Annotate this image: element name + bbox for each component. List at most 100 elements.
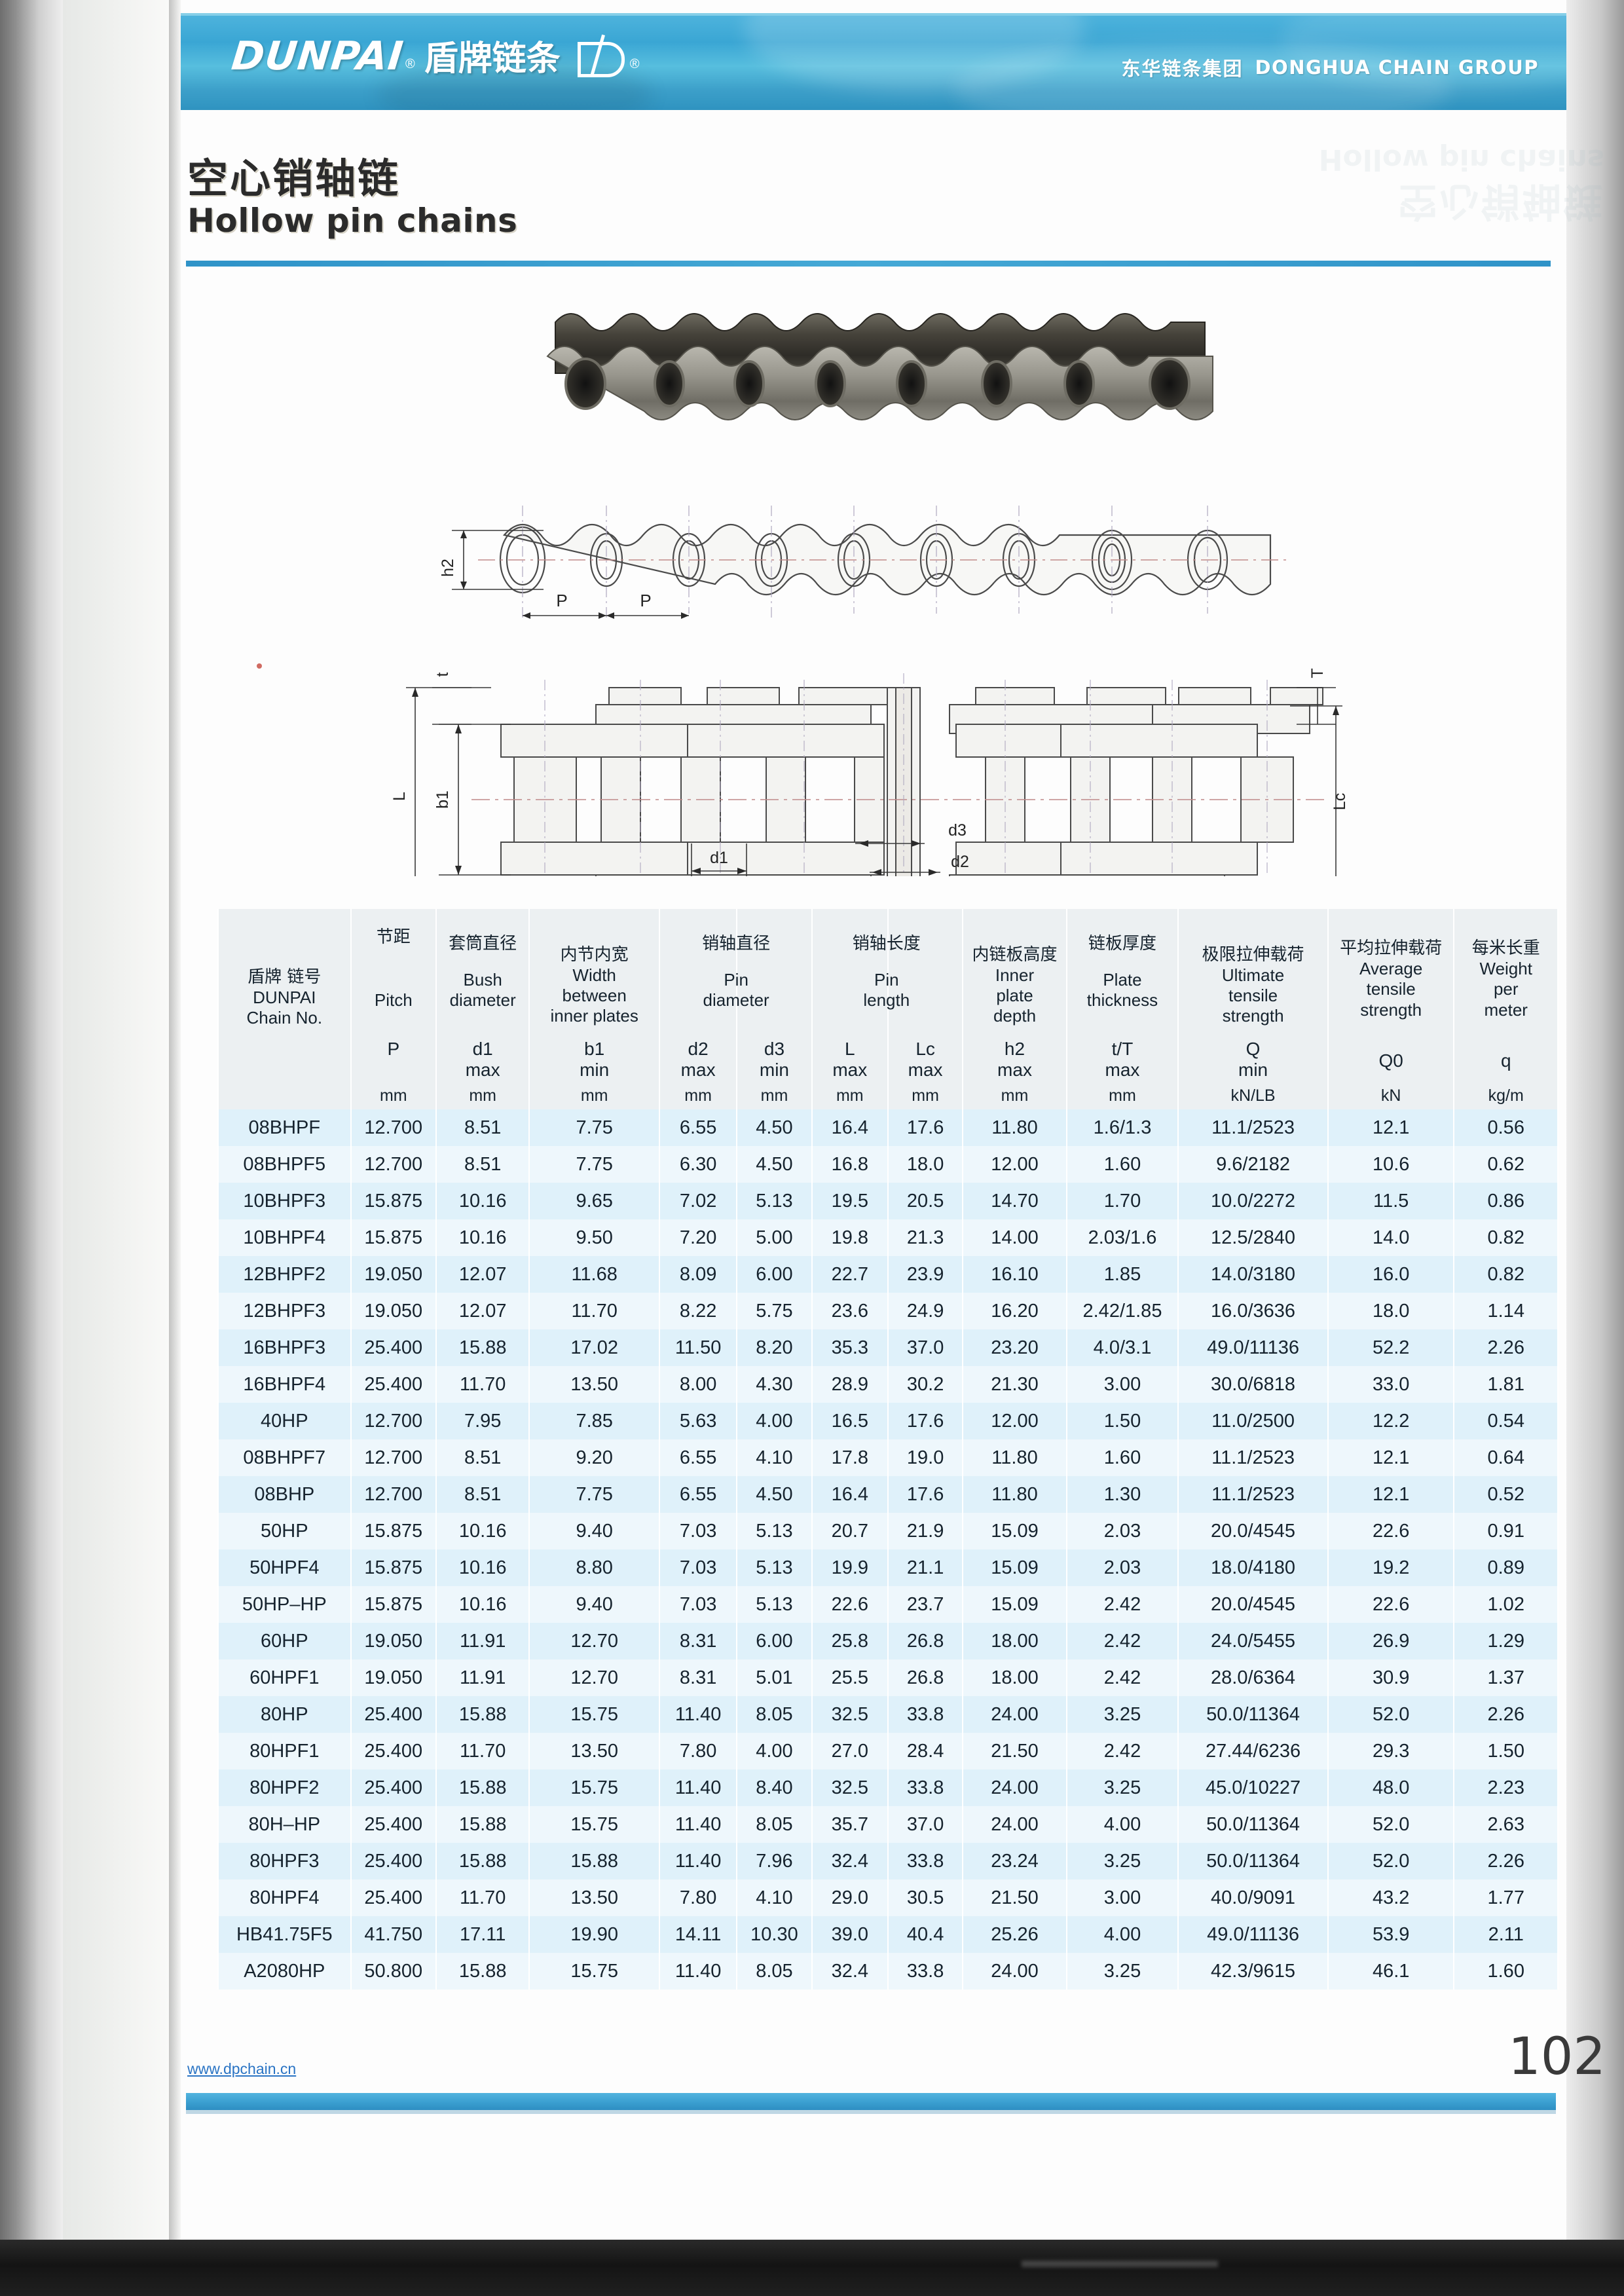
cell-L_max: 35.3 xyxy=(811,1329,889,1366)
cell-tT_max: 1.50 xyxy=(1065,1403,1179,1439)
cell-Q0: 33.0 xyxy=(1327,1366,1455,1403)
cell-d2_max: 14.11 xyxy=(658,1916,738,1953)
cell-d2_max: 6.30 xyxy=(658,1146,738,1183)
col-head-chain-no: 盾牌 链号 DUNPAI Chain No. xyxy=(217,909,352,1109)
cell-L_max: 19.5 xyxy=(811,1183,889,1219)
table-header: 盾牌 链号 DUNPAI Chain No. 节距 Pitch P max m xyxy=(217,909,1559,1109)
cell-P: 25.400 xyxy=(350,1329,437,1366)
cell-q: 1.81 xyxy=(1453,1366,1559,1403)
col-head-inner-width-cn: 内节内宽 xyxy=(560,945,629,965)
cell-d1_max: 15.88 xyxy=(435,1696,530,1733)
cell-chain_no: 80H–HP xyxy=(217,1806,352,1843)
col-head-bush-dia-en1: Bush xyxy=(463,970,502,990)
cell-Q_min: 18.0/4180 xyxy=(1177,1549,1329,1586)
cell-d3_min: 8.05 xyxy=(736,1806,813,1843)
page-header-banner: DUNPAI ® 盾牌链条 ® 东华链条集团 DONGHUA CHAIN GRO… xyxy=(181,13,1566,110)
cell-L_max: 35.7 xyxy=(811,1806,889,1843)
cell-tT_max: 2.42 xyxy=(1065,1623,1179,1659)
cell-b1_min: 7.85 xyxy=(528,1403,660,1439)
col-head-weight-unit: kg/m xyxy=(1488,1086,1524,1105)
col-head-bush-dia: 套筒直径 Bush diameter d1 max mm xyxy=(435,909,530,1109)
cell-chain_no: A2080HP xyxy=(217,1953,352,1990)
cell-Q_min: 14.0/3180 xyxy=(1177,1256,1329,1293)
cell-d3_min: 10.30 xyxy=(736,1916,813,1953)
col-head-plate-thickness-en1: Plate xyxy=(1103,970,1142,990)
table-row: 80HPF3 25.400 15.88 15.88 11.40 7.96 32.4 33.8 2… xyxy=(217,1843,1559,1879)
cell-Lc_max: 28.4 xyxy=(887,1733,964,1769)
col-head-ultimate-tensile-en1: Ultimate xyxy=(1221,965,1285,986)
col-head-inner-width-en1: Width xyxy=(572,965,616,986)
cell-P: 12.700 xyxy=(350,1403,437,1439)
group-name: 东华链条集团 DONGHUA CHAIN GROUP xyxy=(1121,54,1539,81)
cell-d3_min: 4.50 xyxy=(736,1476,813,1513)
cell-Lc_max: 20.5 xyxy=(887,1183,964,1219)
website-link[interactable]: www.dpchain.cn xyxy=(187,2060,297,2077)
cell-d2_max: 7.03 xyxy=(658,1549,738,1586)
cell-d3_min: 8.05 xyxy=(736,1696,813,1733)
cell-tT_max: 2.42 xyxy=(1065,1586,1179,1623)
cell-Lc_max: 30.5 xyxy=(887,1879,964,1916)
cell-Q0: 10.6 xyxy=(1327,1146,1455,1183)
cell-Lc_max: 21.3 xyxy=(887,1219,964,1256)
col-head-pin-dia-sub: max xyxy=(680,1059,716,1080)
cell-Q_min: 11.0/2500 xyxy=(1177,1403,1329,1439)
cell-b1_min: 11.68 xyxy=(528,1256,660,1293)
cell-b1_min: 17.02 xyxy=(528,1329,660,1366)
cell-d3_min: 4.50 xyxy=(736,1109,813,1146)
cell-Q_min: 50.0/11364 xyxy=(1177,1806,1329,1843)
cell-d3_min: 5.13 xyxy=(736,1513,813,1549)
cell-h2_max: 24.00 xyxy=(962,1769,1067,1806)
col-head-pin-dia-sym: d2 xyxy=(688,1038,709,1059)
col-head-average-tensile-cn: 平均拉伸载荷 xyxy=(1340,938,1443,959)
cell-b1_min: 9.20 xyxy=(528,1439,660,1476)
cell-chain_no: 10BHPF4 xyxy=(217,1219,352,1256)
cell-d2_max: 7.20 xyxy=(658,1219,738,1256)
cell-d3_min: 4.00 xyxy=(736,1403,813,1439)
col-head-pitch-en: Pitch xyxy=(374,990,413,1010)
cell-q: 2.23 xyxy=(1453,1769,1559,1806)
col-head-d3-unit: mm xyxy=(760,1086,788,1105)
cell-Q_min: 50.0/11364 xyxy=(1177,1843,1329,1879)
page-spine-shadow xyxy=(169,0,182,2240)
col-head-pin-length-unit: mm xyxy=(836,1086,864,1105)
col-head-ultimate-tensile-en2: tensile xyxy=(1228,986,1278,1006)
cell-P: 25.400 xyxy=(350,1733,437,1769)
cell-q: 0.89 xyxy=(1453,1549,1559,1586)
col-head-inner-plate-depth-sym: h2 xyxy=(1004,1038,1025,1059)
cell-h2_max: 16.10 xyxy=(962,1256,1067,1293)
cell-h2_max: 15.09 xyxy=(962,1513,1067,1549)
cell-d2_max: 11.40 xyxy=(658,1843,738,1879)
col-head-lc-sub: max xyxy=(908,1059,943,1080)
cell-d3_min: 8.20 xyxy=(736,1329,813,1366)
cell-P: 25.400 xyxy=(350,1696,437,1733)
svg-text:d2: d2 xyxy=(951,853,969,871)
cell-h2_max: 24.00 xyxy=(962,1953,1067,1990)
cell-q: 0.56 xyxy=(1453,1109,1559,1146)
cell-Q0: 14.0 xyxy=(1327,1219,1455,1256)
cell-Q0: 48.0 xyxy=(1327,1769,1455,1806)
cell-q: 2.26 xyxy=(1453,1329,1559,1366)
table-row: 80H–HP 25.400 15.88 15.75 11.40 8.05 35.7 37.0 2… xyxy=(217,1806,1559,1843)
cell-Q0: 19.2 xyxy=(1327,1549,1455,1586)
table-row: 60HP 19.050 11.91 12.70 8.31 6.00 25.8 26.8 18.0… xyxy=(217,1623,1559,1659)
cell-P: 25.400 xyxy=(350,1843,437,1879)
cell-h2_max: 12.00 xyxy=(962,1403,1067,1439)
col-head-weight-en1: Weight xyxy=(1479,959,1532,979)
cell-chain_no: 16BHPF4 xyxy=(217,1366,352,1403)
col-head-ultimate-tensile-en3: strength xyxy=(1222,1006,1284,1026)
svg-text:t: t xyxy=(434,672,452,676)
cell-d2_max: 11.40 xyxy=(658,1696,738,1733)
cell-P: 25.400 xyxy=(350,1879,437,1916)
cell-Lc_max: 21.1 xyxy=(887,1549,964,1586)
cell-tT_max: 2.03 xyxy=(1065,1513,1179,1549)
scan-left-margin xyxy=(0,0,63,2296)
cell-L_max: 16.5 xyxy=(811,1403,889,1439)
col-head-ultimate-tensile-sub: min xyxy=(1238,1059,1268,1080)
cell-d1_max: 12.07 xyxy=(435,1293,530,1329)
cell-tT_max: 3.00 xyxy=(1065,1366,1179,1403)
cell-Q0: 52.0 xyxy=(1327,1806,1455,1843)
col-head-pitch: 节距 Pitch P max mm xyxy=(350,909,437,1109)
cell-b1_min: 7.75 xyxy=(528,1146,660,1183)
col-head-average-tensile-en3: strength xyxy=(1360,999,1422,1020)
cell-chain_no: HB41.75F5 xyxy=(217,1916,352,1953)
